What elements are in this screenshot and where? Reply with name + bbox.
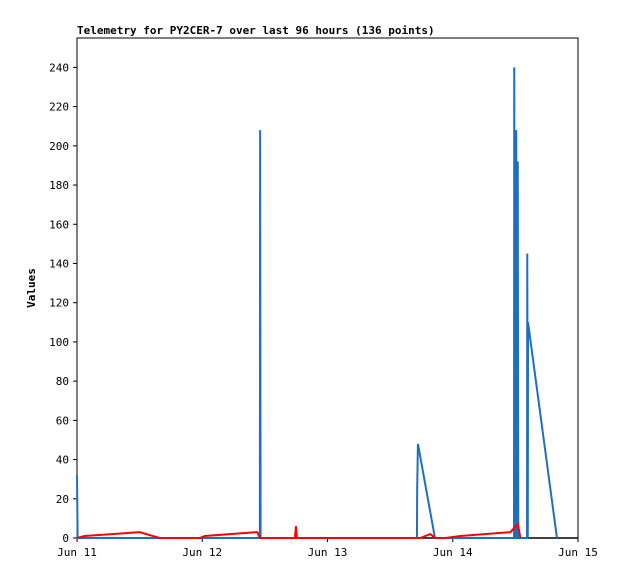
data-line [76, 522, 522, 539]
y-tick-label: 60 [56, 414, 69, 427]
x-tick-label: Jun 13 [308, 546, 348, 559]
x-tick-label: Jun 11 [57, 546, 97, 559]
y-tick-label: 160 [49, 218, 69, 231]
plot-frame [76, 37, 579, 539]
chart-title: Telemetry for PY2CER-7 over last 96 hour… [77, 24, 435, 37]
y-tick-label: 80 [56, 375, 69, 388]
y-tick-label: 220 [49, 101, 69, 114]
x-tick-label: Jun 15 [558, 546, 598, 559]
y-tick-label: 40 [56, 454, 69, 467]
y-tick-label: 140 [49, 257, 69, 270]
y-tick-label: 100 [49, 336, 69, 349]
y-tick-label: 200 [49, 140, 69, 153]
y-axis-label: Values [25, 268, 38, 308]
data-line [76, 67, 558, 539]
y-tick-label: 180 [49, 179, 69, 192]
y-tick-label: 0 [62, 532, 69, 545]
y-tick-label: 240 [49, 61, 69, 74]
y-tick-label: 120 [49, 297, 69, 310]
x-tick-label: Jun 12 [182, 546, 222, 559]
x-tick-label: Jun 14 [433, 546, 473, 559]
y-tick-label: 20 [56, 493, 69, 506]
